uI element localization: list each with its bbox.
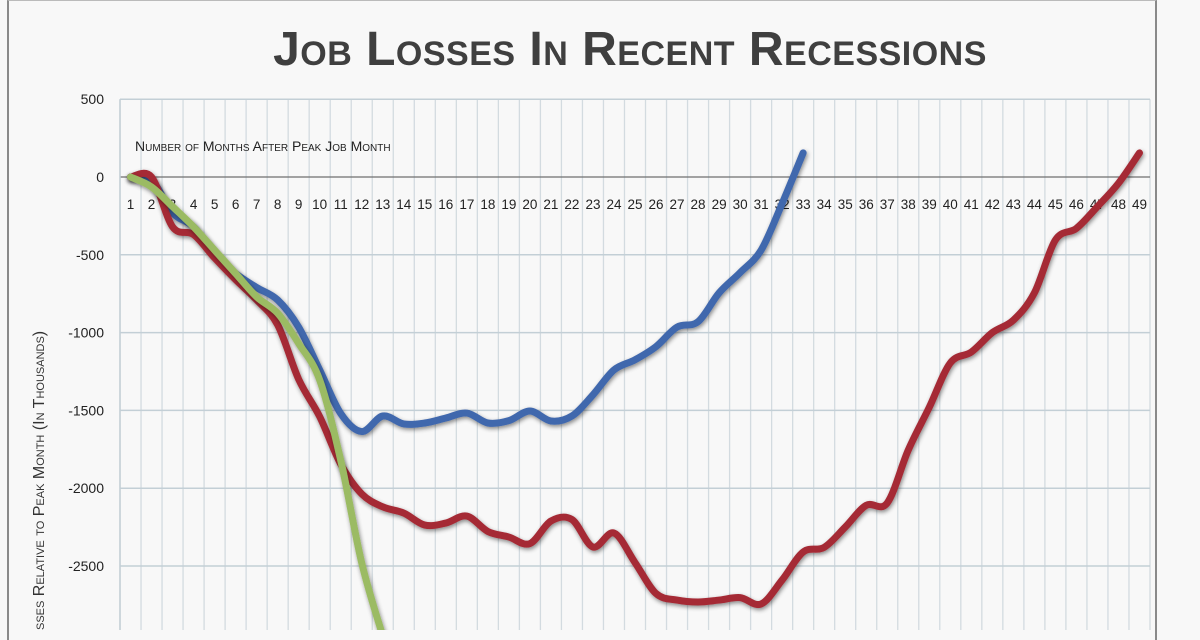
x-tick-label: 22 <box>564 197 579 212</box>
x-tick-label: 33 <box>796 197 811 212</box>
x-tick-label: 40 <box>943 197 958 212</box>
x-tick-label: 6 <box>232 197 240 212</box>
series-line-1 <box>127 149 807 436</box>
x-tick-label: 31 <box>754 197 769 212</box>
x-tick-label: 39 <box>922 197 937 212</box>
y-tick-label: -1500 <box>68 402 104 418</box>
x-tick-label: 16 <box>438 197 453 212</box>
x-tick-label: 42 <box>985 197 1000 212</box>
series-line-3 <box>127 173 385 630</box>
x-tick-label: 38 <box>901 197 916 212</box>
x-tick-label: 8 <box>274 197 282 212</box>
x-tick-label: 46 <box>1069 197 1084 212</box>
chart-title: Job Losses In Recent Recessions <box>273 23 987 76</box>
x-tick-label: 36 <box>859 197 874 212</box>
x-tick-label: 25 <box>627 197 642 212</box>
y-tick-label: -500 <box>76 247 104 263</box>
series-line-2 <box>127 149 1143 609</box>
x-tick-label: 35 <box>838 197 853 212</box>
x-tick-label: 20 <box>522 197 537 212</box>
x-tick-label: 1 <box>127 197 135 212</box>
x-tick-label: 28 <box>691 197 706 212</box>
x-tick-label: 4 <box>190 197 198 212</box>
x-tick-label: 23 <box>585 197 600 212</box>
x-tick-label: 48 <box>1111 197 1126 212</box>
x-tick-label: 14 <box>396 197 412 212</box>
x-tick-label: 11 <box>334 197 348 212</box>
x-tick-label: 12 <box>354 197 369 212</box>
x-tick-label: 21 <box>543 197 558 212</box>
x-tick-label: 43 <box>1006 197 1021 212</box>
chart-frame <box>7 0 1157 640</box>
x-axis-title: Number of Months After Peak Job Month <box>135 138 391 154</box>
y-tick-label: -1000 <box>68 325 104 341</box>
y-tick-label: 0 <box>96 169 104 185</box>
x-tick-label: 30 <box>733 197 748 212</box>
x-tick-label: 13 <box>375 197 390 212</box>
x-tick-label: 7 <box>253 197 261 212</box>
x-tick-label: 29 <box>712 197 727 212</box>
x-tick-label: 45 <box>1048 197 1063 212</box>
y-tick-label: -2500 <box>68 558 104 574</box>
x-tick-label: 10 <box>312 197 327 212</box>
y-axis-title: sses Relative to Peak Month (In Thousand… <box>31 330 48 630</box>
x-tick-label: 19 <box>501 197 516 212</box>
x-tick-label: 49 <box>1132 197 1147 212</box>
x-tick-label: 27 <box>670 197 685 212</box>
y-tick-label: 500 <box>81 91 105 107</box>
x-tick-label: 5 <box>211 197 219 212</box>
x-tick-label: 26 <box>649 197 664 212</box>
x-tick-label: 15 <box>417 197 432 212</box>
x-tick-label: 17 <box>459 197 474 212</box>
x-tick-label: 18 <box>480 197 495 212</box>
y-tick-label: -2000 <box>68 480 104 496</box>
x-tick-label: 24 <box>606 197 622 212</box>
x-tick-label: 34 <box>817 197 833 212</box>
x-tick-label: 9 <box>295 197 303 212</box>
x-tick-label: 44 <box>1027 197 1043 212</box>
x-tick-label: 37 <box>880 197 895 212</box>
x-tick-label: 2 <box>148 197 156 212</box>
x-tick-label: 41 <box>964 197 979 212</box>
